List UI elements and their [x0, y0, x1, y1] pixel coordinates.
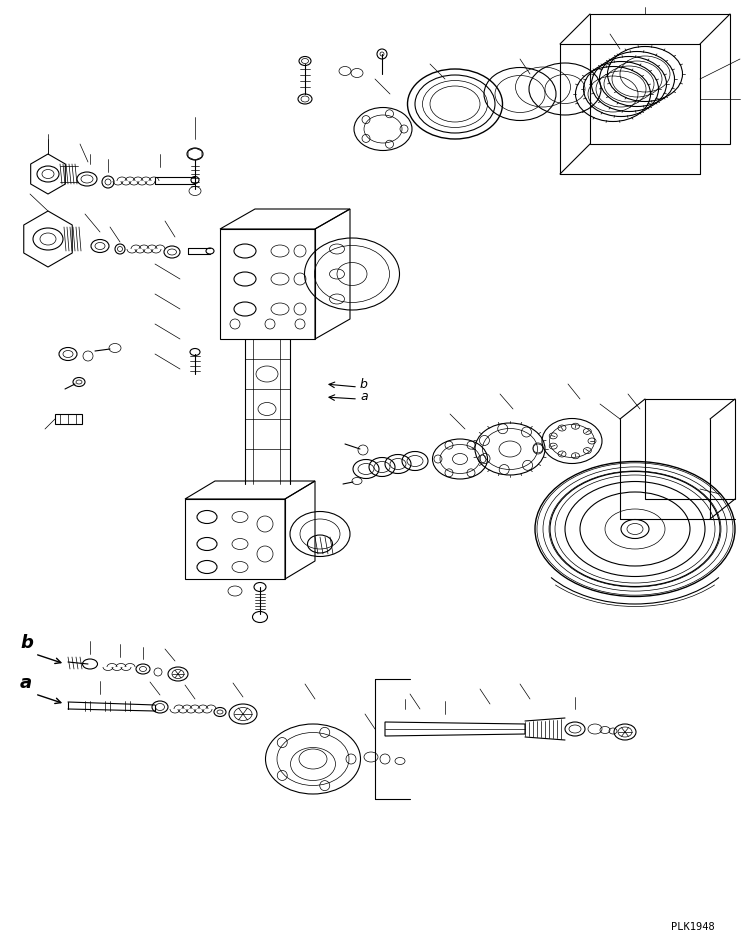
Text: a: a [360, 390, 367, 402]
Text: b: b [360, 378, 368, 391]
Text: PLK1948: PLK1948 [671, 921, 715, 931]
Text: b: b [20, 633, 33, 651]
Text: a: a [20, 673, 32, 691]
